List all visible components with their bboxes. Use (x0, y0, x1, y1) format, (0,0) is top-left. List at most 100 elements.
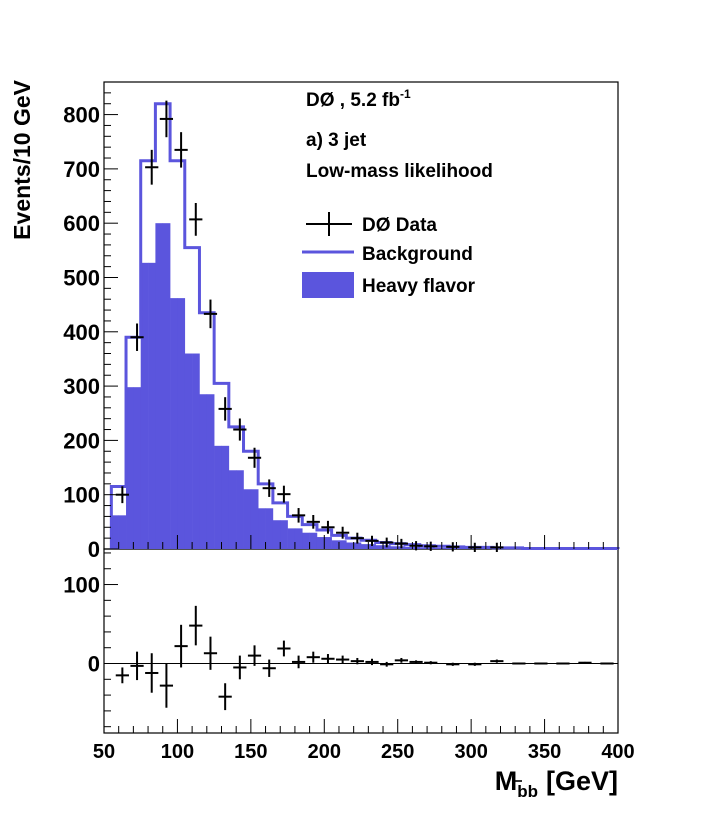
heavy-flavor-bar (280, 520, 288, 549)
residual-point (189, 605, 203, 646)
residual-point (218, 683, 232, 711)
axes: 50 100 150 200 250 300 350 400 0 100 200 300 400 500 6… (63, 92, 635, 763)
heavy-flavor-bar (118, 515, 127, 549)
residual-point (159, 663, 174, 708)
y-tick-label: 100 (63, 483, 100, 508)
residual-point (336, 655, 350, 664)
residual-point (321, 654, 335, 664)
residual-point (600, 662, 614, 665)
legend-background-label: Background (362, 244, 473, 265)
heavy-flavor-bar (309, 532, 318, 549)
y-tick-label: 300 (63, 374, 100, 399)
residual-point (262, 659, 276, 677)
y-tick-label: 400 (63, 320, 100, 345)
heavy-flavor-histogram (111, 223, 619, 550)
data-point (189, 203, 203, 236)
heavy-flavor-bar (184, 353, 193, 549)
data-points (115, 100, 504, 552)
residual-point (350, 657, 364, 665)
x-axis-label-unit: [GeV] (546, 766, 618, 796)
residual-point (409, 660, 423, 664)
data-point (291, 508, 306, 523)
x-tick-label: 50 (93, 741, 115, 763)
y-tick-label-residual: 100 (63, 573, 100, 598)
x-tick-label: 250 (381, 741, 414, 763)
residual-point (115, 667, 129, 684)
heavy-flavor-bar (133, 387, 142, 549)
data-point (424, 541, 438, 551)
heavy-flavor-bar (236, 470, 244, 549)
luminosity-exponent: -1 (400, 87, 411, 101)
legend: DØ Data Background Heavy flavor (302, 212, 476, 298)
background-histogram (109, 102, 620, 550)
heavy-flavor-bar (206, 394, 215, 549)
y-tick-label: 500 (63, 265, 100, 290)
data-point (446, 542, 460, 552)
heavy-flavor-bar (316, 537, 325, 549)
residual-point (365, 658, 379, 666)
y-tick-label-residual: 0 (88, 652, 100, 677)
heavy-flavor-bar (243, 489, 252, 549)
residual-points (104, 605, 618, 711)
data-point (321, 520, 335, 534)
heavy-flavor-bar (126, 387, 134, 549)
data-point (159, 100, 174, 138)
heavy-flavor-bar (324, 537, 332, 549)
heavy-flavor-bar (405, 546, 413, 549)
heavy-flavor-bar (419, 547, 428, 549)
heavy-flavor-bar (162, 223, 171, 550)
data-point (409, 541, 423, 551)
luminosity: 5.2 fb (350, 90, 400, 111)
heavy-flavor-bar (192, 353, 200, 549)
heavy-flavor-bar (346, 542, 354, 549)
heavy-flavor-bar (390, 546, 399, 549)
y-tick-label: 0 (88, 537, 100, 562)
residual-point (490, 659, 504, 663)
y-tick-label: 800 (63, 103, 100, 128)
heavy-flavor-bar (155, 223, 164, 550)
heavy-flavor-bar (265, 508, 274, 549)
x-tick-label: 300 (454, 741, 487, 763)
y-tick-label: 700 (63, 157, 100, 182)
residual-point (394, 657, 408, 663)
data-point (490, 542, 504, 552)
heavy-flavor-bar (111, 515, 119, 549)
heavy-flavor-bar (221, 445, 230, 549)
heavy-flavor-bar (456, 547, 465, 549)
x-axis-label: Mbb [GeV] (495, 766, 618, 801)
background-line (109, 102, 620, 550)
data-point (247, 447, 262, 468)
data-point (130, 323, 144, 351)
heavy-flavor-bar (302, 532, 310, 549)
residual-point (306, 651, 320, 663)
data-point (380, 537, 394, 548)
heavy-flavor-bar (294, 528, 303, 549)
data-point (174, 132, 188, 168)
y-tick-label: 200 (63, 428, 100, 453)
legend-heavy-flavor-swatch (302, 272, 354, 298)
residual-point (247, 645, 262, 666)
residual-point (534, 662, 548, 665)
heavy-flavor-bar (338, 540, 347, 549)
data-point (336, 526, 350, 539)
residual-point (468, 662, 482, 666)
panel-label: a) 3 jet (306, 130, 367, 151)
heavy-flavor-bar (199, 394, 208, 549)
x-tick-label: 350 (528, 741, 561, 763)
x-tick-label: 200 (308, 741, 341, 763)
heavy-flavor-bar (331, 540, 340, 549)
residual-point (277, 640, 291, 657)
heavy-flavor-bar (434, 547, 443, 549)
residual-point (145, 653, 159, 693)
data-point (468, 542, 482, 552)
heavy-flavor-bar (441, 547, 450, 549)
heavy-flavor-bar (214, 445, 222, 549)
legend-heavy-flavor-label: Heavy flavor (362, 276, 476, 297)
heavy-flavor-bar (287, 528, 296, 549)
data-point (277, 485, 291, 503)
residual-point (446, 662, 460, 666)
data-point (350, 532, 364, 544)
y-axis-label: Events/10 GeV (9, 79, 35, 239)
y-tick-label: 600 (63, 211, 100, 236)
data-point (394, 538, 408, 549)
